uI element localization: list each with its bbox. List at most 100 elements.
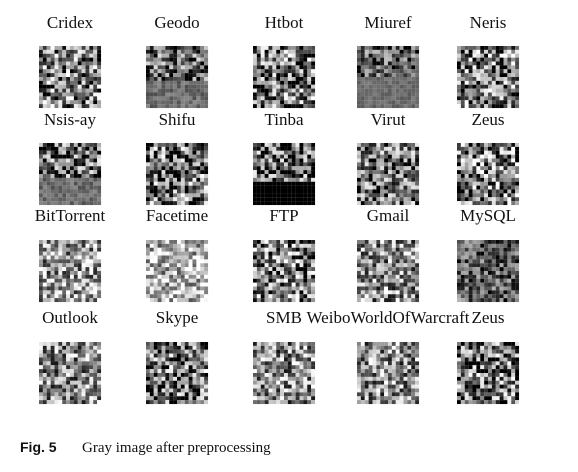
pixel	[284, 267, 288, 272]
pixel	[291, 197, 296, 202]
pixel	[357, 150, 361, 155]
pixel	[388, 177, 392, 182]
pixel	[85, 240, 90, 244]
pixel	[503, 92, 508, 97]
pixel	[272, 274, 277, 279]
pixel	[307, 104, 312, 109]
pixel	[307, 92, 312, 97]
pixel	[77, 294, 82, 299]
pixel	[403, 247, 408, 252]
pixel	[464, 255, 469, 260]
pixel	[192, 282, 197, 287]
pixel	[495, 267, 500, 272]
pixel	[264, 400, 269, 405]
pixel	[384, 376, 389, 381]
pixel	[503, 361, 508, 366]
pixel	[415, 73, 420, 78]
pixel	[89, 400, 94, 405]
pixel	[415, 361, 420, 366]
pixel	[42, 396, 47, 401]
pixel	[196, 73, 201, 78]
pixel	[268, 342, 273, 346]
pixel	[395, 201, 400, 206]
pixel	[403, 373, 408, 377]
pixel	[484, 146, 489, 151]
pixel	[395, 77, 400, 81]
pixel	[85, 274, 90, 279]
pixel	[499, 100, 504, 105]
pixel	[484, 61, 489, 66]
pixel	[180, 240, 185, 244]
pixel	[58, 92, 63, 97]
pixel	[311, 150, 316, 155]
pixel	[368, 69, 373, 74]
pixel	[256, 158, 261, 163]
pixel	[196, 345, 201, 350]
pixel	[415, 357, 420, 362]
pixel	[295, 240, 300, 244]
pixel	[511, 77, 516, 81]
pixel	[372, 150, 377, 155]
pixel	[85, 49, 90, 54]
pixel	[388, 174, 392, 178]
pixel	[411, 193, 416, 198]
pixel	[372, 146, 377, 151]
pixel	[196, 353, 201, 358]
pixel	[272, 255, 277, 260]
pixel	[511, 298, 516, 303]
pixel	[97, 369, 102, 374]
pixel	[146, 201, 150, 206]
pixel	[177, 84, 181, 89]
pixel	[169, 286, 174, 291]
pixel	[411, 96, 416, 101]
pixel	[484, 294, 489, 299]
pixel	[200, 388, 205, 393]
pixel	[153, 274, 158, 279]
pixel	[357, 181, 361, 186]
pixel	[415, 274, 420, 279]
pixel	[376, 349, 381, 354]
pixel	[180, 104, 185, 109]
pixel	[264, 143, 269, 147]
pixel	[507, 201, 512, 206]
pixel	[70, 298, 74, 303]
pixel	[256, 294, 261, 299]
pixel	[376, 365, 381, 370]
pixel	[204, 170, 209, 175]
pixel	[460, 84, 465, 89]
pixel	[184, 100, 189, 105]
pixel	[177, 46, 181, 50]
pixel	[73, 84, 78, 89]
pixel	[360, 185, 365, 190]
pixel	[70, 189, 74, 194]
pixel	[97, 286, 102, 291]
pixel	[303, 373, 308, 377]
pixel	[149, 278, 154, 283]
pixel	[468, 240, 473, 244]
pixel	[260, 61, 265, 66]
pixel	[488, 104, 492, 109]
pixel	[62, 274, 67, 279]
pixel	[264, 77, 269, 81]
pixel	[46, 170, 51, 175]
pixel	[276, 243, 281, 248]
pixel	[42, 290, 47, 295]
pixel	[264, 185, 269, 190]
pixel	[295, 373, 300, 377]
pixel	[384, 174, 389, 178]
pixel	[177, 251, 181, 256]
pixel	[165, 373, 170, 377]
pixel	[311, 400, 316, 405]
pixel	[272, 143, 277, 147]
pixel	[380, 357, 385, 362]
pixel	[153, 166, 158, 171]
pixel	[364, 158, 369, 163]
pixel	[303, 197, 308, 202]
pixel	[280, 174, 285, 178]
pixel	[157, 77, 162, 81]
pixel	[153, 143, 158, 147]
pixel	[93, 290, 98, 295]
pixel	[295, 396, 300, 401]
pixel	[62, 61, 67, 66]
pixel	[169, 240, 174, 244]
